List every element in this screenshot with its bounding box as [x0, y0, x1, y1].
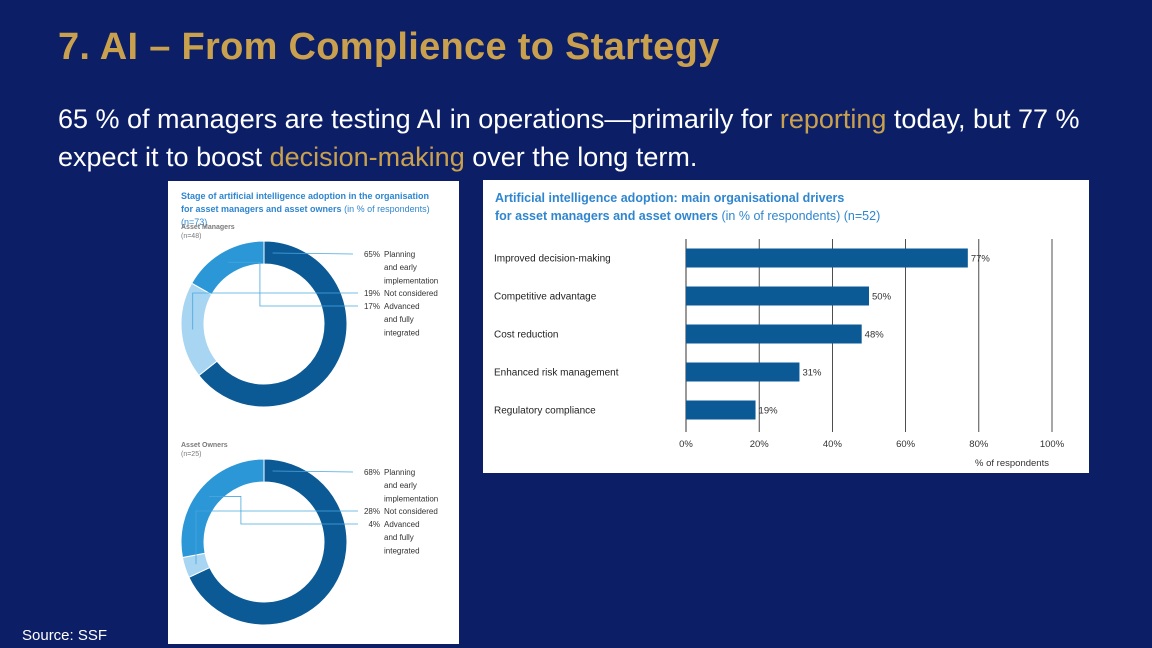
category-label-competitive-advantage: Competitive advantage [494, 292, 597, 303]
adoption-stage-title-line2: for asset managers and asset owners [181, 204, 342, 214]
x-tick-label-0: 0% [679, 439, 693, 450]
asset-managers-value-advanced-and-fully-integrated: 17% [364, 302, 380, 311]
asset-owners-slice-planning-and-early-implementation [188, 459, 348, 626]
asset-owners-leader-line-planning-and-early-implementation [272, 470, 354, 473]
asset-managers-label-advanced-and-fully-integrated-0: Advanced [384, 302, 420, 311]
subtitle-part-1: 65 % of managers are testing AI in opera… [58, 104, 780, 134]
asset-managers-leader-line-not-considered [192, 292, 358, 330]
x-tick-label-20: 20% [750, 439, 770, 450]
asset-managers-n: (n=48) [181, 233, 202, 240]
x-tick-label-60: 60% [896, 439, 916, 450]
asset-managers-label-planning-and-early-implementation-1: and early [384, 263, 417, 272]
bar-enhanced-risk-management [686, 362, 800, 382]
asset-owners-label: Asset Owners [181, 442, 228, 449]
bar-value-improved-decision-making: 77% [971, 254, 991, 265]
drivers-title-suffix: (in % of respondents) (n=52) [718, 209, 881, 223]
bar-value-regulatory-compliance: 19% [759, 406, 779, 417]
bar-value-enhanced-risk-management: 31% [802, 368, 822, 379]
drivers-panel: Artificial intelligence adoption: main o… [483, 180, 1089, 473]
asset-owners-label-planning-and-early-implementation-2: implementation [384, 494, 438, 503]
category-label-cost-reduction: Cost reduction [494, 330, 558, 341]
drivers-title: Artificial intelligence adoption: main o… [495, 189, 1055, 225]
asset-owners-leader-line-advanced-and-fully-integrated [208, 496, 358, 525]
category-label-improved-decision-making: Improved decision-making [494, 254, 611, 265]
drivers-title-line2: for asset managers and asset owners [495, 209, 719, 223]
adoption-stage-title: Stage of artificial intelligence adoptio… [181, 190, 451, 229]
asset-managers-leader-line-advanced-and-fully-integrated [227, 261, 358, 307]
asset-owners-n: (n=25) [181, 451, 202, 458]
asset-owners-group: Asset Owners (n=25) [181, 441, 228, 459]
bar-improved-decision-making [686, 248, 968, 268]
asset-managers-label-not-considered-0: Not considered [384, 289, 438, 298]
asset-owners-value-not-considered: 28% [364, 507, 380, 516]
asset-managers-label-planning-and-early-implementation-0: Planning [384, 250, 415, 259]
bar-value-competitive-advantage: 50% [872, 292, 892, 303]
bar-cost-reduction [686, 324, 862, 344]
adoption-stage-title-line1: Stage of artificial intelligence adoptio… [181, 191, 430, 201]
subtitle-highlight-decision-making: decision-making [269, 142, 465, 172]
x-tick-label-40: 40% [823, 439, 843, 450]
asset-managers-value-planning-and-early-implementation: 65% [364, 250, 380, 259]
asset-owners-label-advanced-and-fully-integrated-1: and fully [384, 533, 414, 542]
asset-managers-label-advanced-and-fully-integrated-2: integrated [384, 328, 420, 337]
asset-owners-label-planning-and-early-implementation-1: and early [384, 481, 417, 490]
source-note: Source: SSF [22, 627, 108, 644]
asset-owners-slice-advanced-and-fully-integrated [180, 459, 265, 559]
category-label-regulatory-compliance: Regulatory compliance [494, 406, 596, 417]
asset-owners-label-not-considered-0: Not considered [384, 507, 438, 516]
asset-managers-value-not-considered: 19% [364, 289, 380, 298]
asset-owners-value-planning-and-early-implementation: 68% [364, 468, 380, 477]
asset-managers-slice-planning-and-early-implementation [198, 241, 348, 408]
subtitle-part-2: today, but 77 % expect it to boost [58, 104, 1080, 172]
asset-managers-slice-advanced-and-fully-integrated [191, 241, 265, 296]
asset-owners-label-advanced-and-fully-integrated-0: Advanced [384, 520, 420, 529]
asset-owners-value-advanced-and-fully-integrated: 4% [368, 520, 380, 529]
drivers-bar-chart: 0% 20% 40% 60% 80% 100% % of respondents Improv… [494, 239, 1065, 469]
x-axis-label: % of respondents [975, 458, 1049, 469]
asset-owners-leader-line-not-considered [195, 510, 358, 565]
bar-regulatory-compliance [686, 400, 756, 420]
asset-owners-label-advanced-and-fully-integrated-2: integrated [384, 546, 420, 555]
x-tick-label-100: 100% [1040, 439, 1065, 450]
bar-competitive-advantage [686, 286, 869, 306]
asset-managers-donut-chart: 65% Planning and early implementation 19% Not… [180, 241, 438, 408]
asset-owners-donut-chart: 68% Planning and early implementation 28% Not… [180, 459, 438, 626]
slide-subtitle: 65 % of managers are testing AI in opera… [58, 100, 1138, 176]
adoption-stage-title-suffix: (in % of respondents) (n=73) [181, 204, 430, 227]
asset-managers-label-advanced-and-fully-integrated-1: and fully [384, 315, 414, 324]
asset-managers-group: Asset Managers (n=48) [181, 223, 235, 241]
adoption-stage-panel: Stage of artificial intelligence adoptio… [168, 181, 459, 644]
asset-managers-leader-line-planning-and-early-implementation [272, 252, 354, 255]
subtitle-highlight-reporting: reporting [779, 104, 887, 134]
asset-managers-slice-not-considered [180, 282, 218, 377]
drivers-title-line1: Artificial intelligence adoption: main o… [495, 191, 845, 205]
bar-value-cost-reduction: 48% [865, 330, 885, 341]
asset-owners-label-planning-and-early-implementation-0: Planning [384, 468, 415, 477]
category-label-enhanced-risk-management: Enhanced risk management [494, 368, 619, 379]
x-tick-label-80: 80% [969, 439, 989, 450]
asset-managers-label-planning-and-early-implementation-2: implementation [384, 276, 438, 285]
subtitle-part-3: over the long term. [464, 142, 698, 172]
slide-title: 7. AI – From Complience to Startegy [58, 26, 720, 68]
asset-managers-label: Asset Managers [181, 224, 235, 231]
